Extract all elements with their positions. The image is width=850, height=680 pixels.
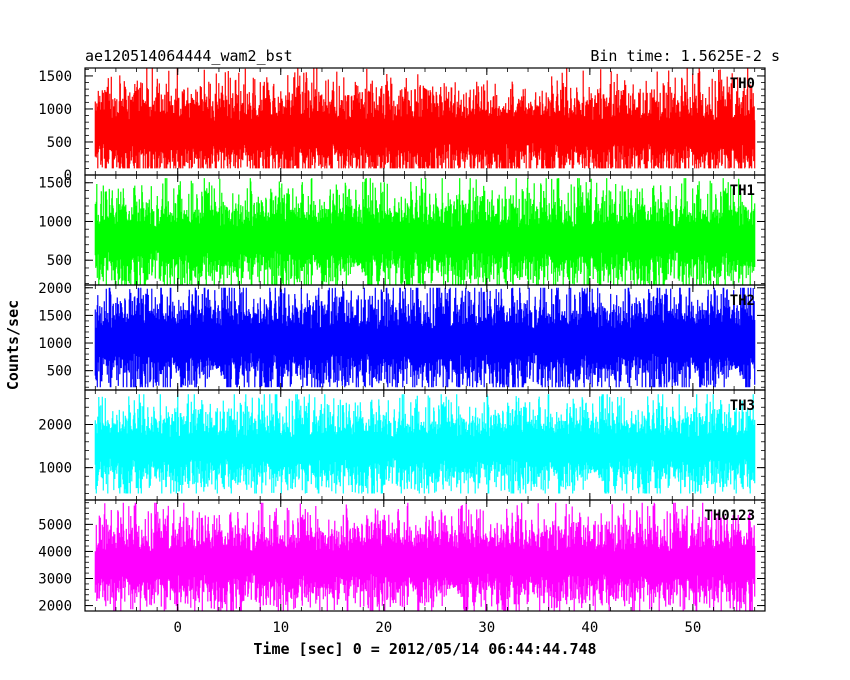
x-axis-label: Time [sec] 0 = 2012/05/14 06:44:44.748 [253, 640, 596, 658]
y-tick-label: 1000 [38, 102, 72, 118]
series-th0123 [94, 502, 756, 611]
x-tick-label: 50 [684, 620, 701, 636]
x-tick-label: 10 [272, 620, 289, 636]
series-th2 [94, 287, 756, 388]
y-tick-label: 1000 [38, 461, 72, 477]
panel-th0123: 2000 3000 4000 5000 TH0123 [38, 499, 766, 615]
y-tick-label: 500 [47, 253, 72, 269]
y-tick-label: 5000 [38, 517, 72, 533]
panel-label: TH0123 [704, 508, 755, 524]
y-tick-label: 1500 [38, 69, 72, 85]
chart-title-right: Bin time: 1.5625E-2 s [590, 47, 780, 65]
panel-th2: 500 1000 1500 2000 TH2 [38, 281, 766, 391]
y-tick-label: 4000 [38, 544, 72, 560]
y-tick-label: 2000 [38, 418, 72, 434]
panel-th1: 500 1000 1500 TH1 [38, 174, 766, 286]
y-tick-label: 500 [47, 135, 72, 151]
x-tick-label: 20 [375, 620, 392, 636]
x-tick-label: 0 [174, 620, 182, 636]
y-tick-label: 1000 [38, 336, 72, 352]
panel-th3: 1000 2000 TH3 [38, 389, 766, 501]
y-tick-label: 1500 [38, 176, 72, 192]
y-tick-label: 2000 [38, 281, 72, 297]
panel-label: TH2 [730, 293, 755, 309]
panel-label: TH3 [730, 398, 755, 414]
y-tick-label: 1500 [38, 308, 72, 324]
y-tick-label: 3000 [38, 572, 72, 588]
y-tick-label: 1000 [38, 214, 72, 230]
y-axis-label: Counts/sec [4, 300, 22, 390]
x-tick-label: 30 [478, 620, 495, 636]
series-th0 [94, 68, 756, 169]
panel-th0: 0 500 1000 1500 TH0 [38, 67, 766, 184]
chart-title-left: ae120514064444_wam2_bst [85, 47, 293, 65]
series-th3 [94, 394, 756, 494]
y-tick-label: 500 [47, 364, 72, 380]
y-tick-label: 2000 [38, 599, 72, 615]
panel-label: TH1 [730, 183, 755, 199]
panel-label: TH0 [730, 76, 755, 92]
y-tick-label: 0 [64, 168, 72, 184]
series-th1 [94, 178, 756, 285]
x-tick-label: 40 [581, 620, 598, 636]
